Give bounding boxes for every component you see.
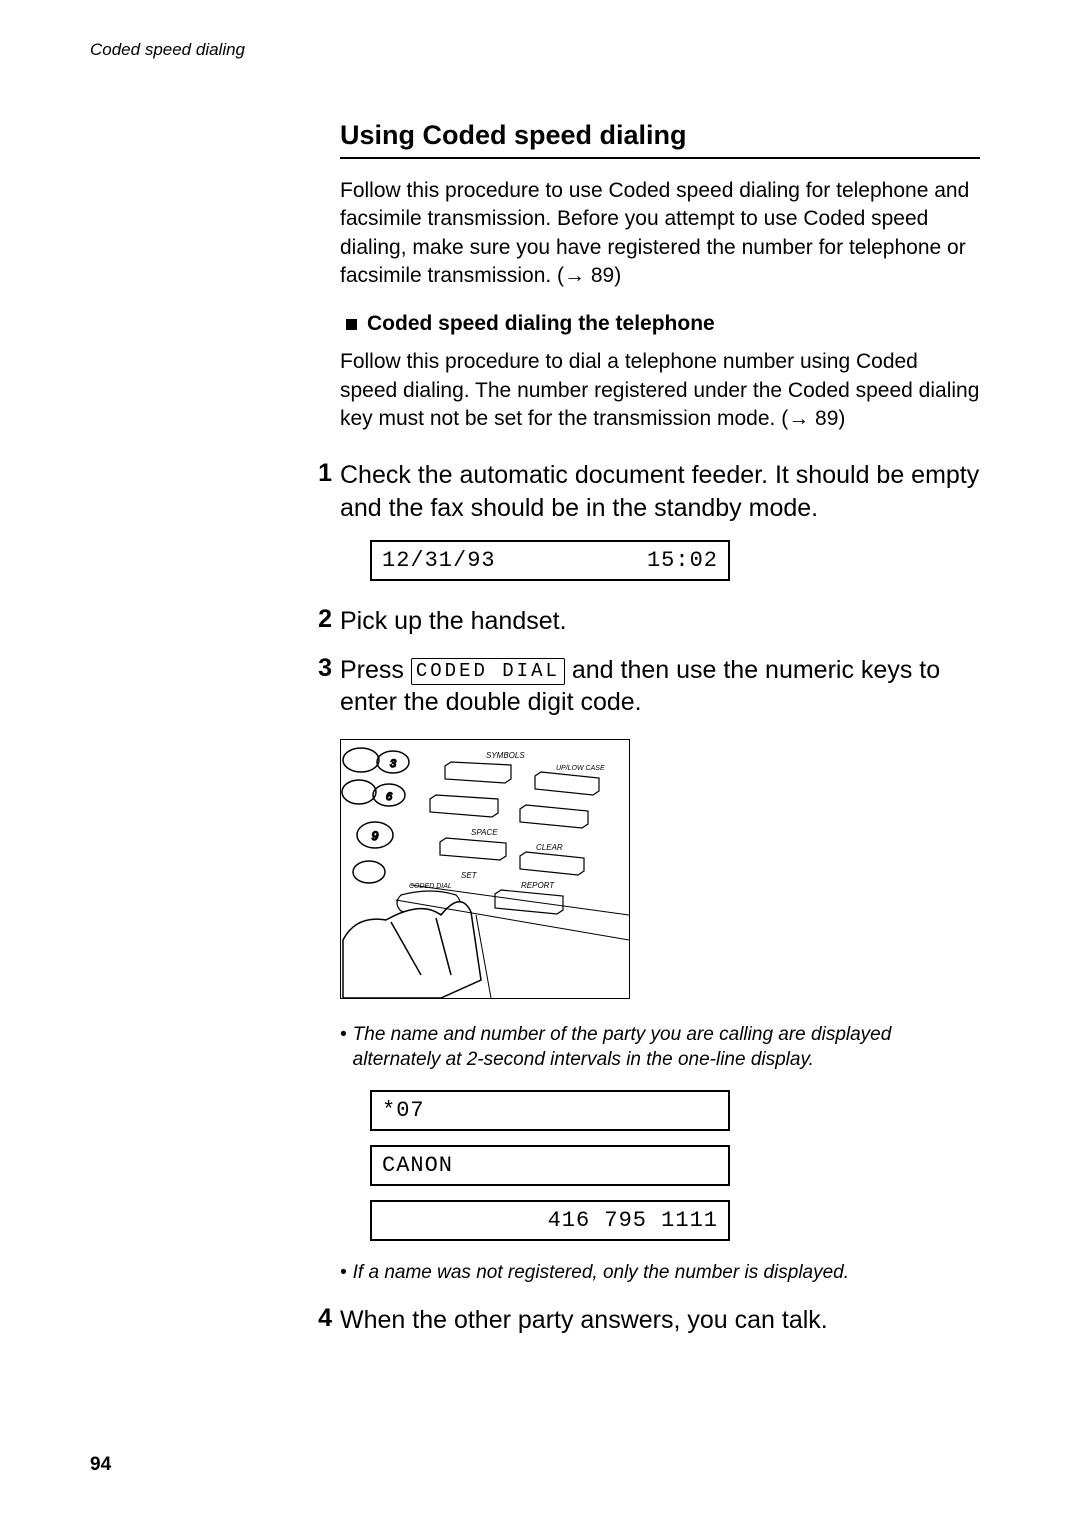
svg-text:SYMBOLS: SYMBOLS [486,751,525,760]
lcd-display-stack: *07 CANON 416 795 1111 [370,1090,980,1241]
step-number: 4 [312,1304,340,1337]
step-number: 3 [312,654,340,719]
step-text: Check the automatic document feeder. It … [340,459,980,524]
svg-text:SPACE: SPACE [471,828,498,837]
step-number: 1 [312,459,340,524]
lcd-code: *07 [382,1098,425,1123]
bullet-dot-icon: • [340,1261,347,1286]
keypad-illustration: 3 6 9 SYMBOLS UP/LOW CASE SPACE CLEAR SE… [340,739,630,999]
step-3: 3 Press CODED DIAL and then use the nume… [340,654,980,719]
lcd-display-code: *07 [370,1090,730,1131]
step3-prefix: Press [340,656,411,684]
lcd-time: 15:02 [647,548,718,573]
running-header: Coded speed dialing [90,40,990,60]
step-2: 2 Pick up the handset. [340,605,980,638]
lcd-name: CANON [382,1153,453,1178]
coded-dial-key: CODED DIAL [411,658,565,685]
lcd-display-number: 416 795 1111 [370,1200,730,1241]
lcd-display-standby: 12/31/93 15:02 [370,540,730,581]
svg-text:6: 6 [386,791,393,803]
lcd-display-name: CANON [370,1145,730,1186]
svg-text:9: 9 [372,829,379,843]
note-alternating-display: • The name and number of the party you a… [340,1023,980,1072]
note-text: If a name was not registered, only the n… [353,1261,849,1286]
sub-intro-paragraph: Follow this procedure to dial a telephon… [340,348,980,433]
page-number: 94 [90,1454,111,1476]
note-no-name: • If a name was not registered, only the… [340,1261,980,1286]
svg-text:UP/LOW CASE: UP/LOW CASE [556,765,605,772]
step-text: When the other party answers, you can ta… [340,1304,828,1337]
svg-text:3: 3 [390,758,397,770]
svg-text:CLEAR: CLEAR [536,843,563,852]
step-text: Press CODED DIAL and then use the numeri… [340,654,980,719]
lcd-date: 12/31/93 [382,548,496,573]
bullet-dot-icon: • [340,1023,347,1072]
step-number: 2 [312,605,340,638]
step-1: 1 Check the automatic document feeder. I… [340,459,980,524]
lcd-number: 416 795 1111 [548,1208,718,1233]
step-4: 4 When the other party answers, you can … [340,1304,980,1337]
svg-text:CODED DIAL: CODED DIAL [409,883,452,890]
keypad-svg: 3 6 9 SYMBOLS UP/LOW CASE SPACE CLEAR SE… [341,740,630,999]
intro-paragraph: Follow this procedure to use Coded speed… [340,177,980,290]
sub-heading-row: Coded speed dialing the telephone [346,312,980,336]
main-content: Using Coded speed dialing Follow this pr… [340,120,980,1336]
svg-text:REPORT: REPORT [521,881,555,890]
step-text: Pick up the handset. [340,605,567,638]
page-title: Using Coded speed dialing [340,120,980,159]
square-bullet-icon [346,319,357,330]
note-text: The name and number of the party you are… [353,1023,980,1072]
svg-text:SET: SET [461,871,478,880]
sub-heading: Coded speed dialing the telephone [367,312,715,336]
